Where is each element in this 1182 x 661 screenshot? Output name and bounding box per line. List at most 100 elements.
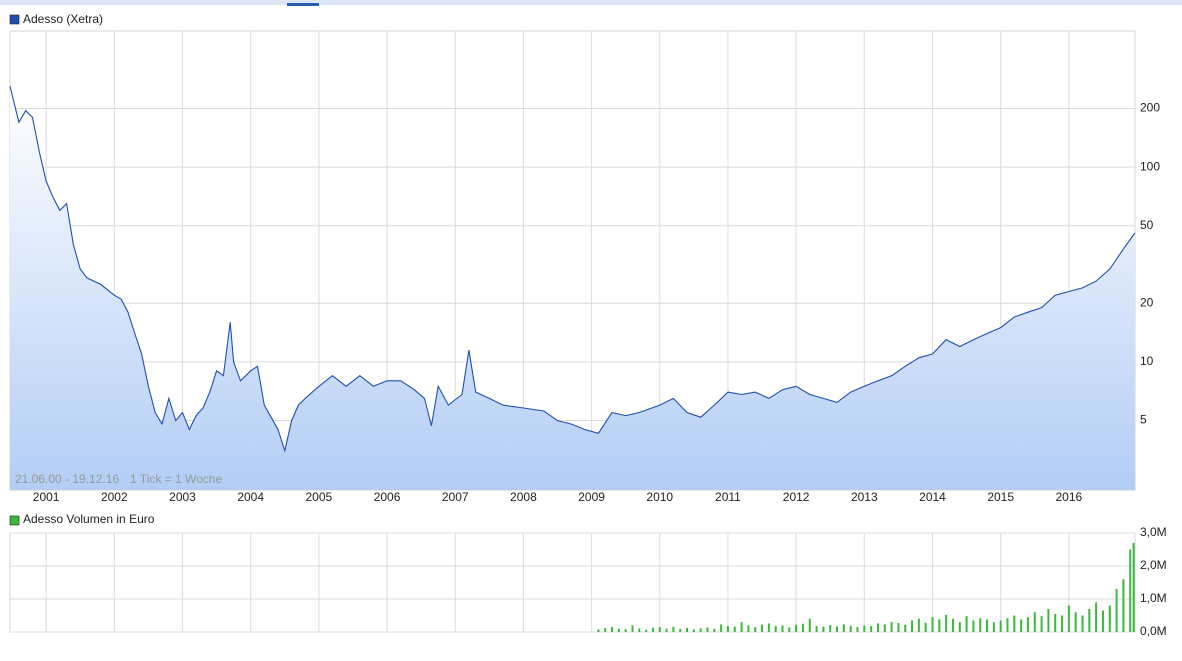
volume-bar <box>856 627 859 632</box>
y-tick-label: 0,0M <box>1140 624 1167 638</box>
volume-bar <box>720 624 723 632</box>
y-tick-label: 20 <box>1140 295 1154 309</box>
volume-bar <box>672 626 675 632</box>
volume-bar <box>870 626 873 632</box>
volume-bar <box>1108 605 1111 632</box>
legend-swatch <box>9 515 20 526</box>
area <box>10 86 1135 491</box>
volume-bar <box>1115 589 1118 632</box>
x-tick-label: 2006 <box>374 490 401 504</box>
x-tick-label: 2012 <box>783 490 810 504</box>
volume-bar <box>1040 616 1043 632</box>
volume-bar <box>965 616 968 632</box>
volume-bar <box>651 627 654 632</box>
volume-bar <box>665 628 668 632</box>
x-tick-label: 2010 <box>646 490 673 504</box>
volume-bar <box>972 620 975 632</box>
volume-bar <box>788 627 791 632</box>
x-tick-label: 2007 <box>442 490 469 504</box>
volume-bar <box>829 625 832 632</box>
volume-bar <box>754 627 757 632</box>
volume-bar <box>1081 615 1084 632</box>
x-tick-label: 2009 <box>578 490 605 504</box>
volume-bar <box>658 627 661 632</box>
x-tick-label: 2014 <box>919 490 946 504</box>
y-tick-label: 10 <box>1140 354 1154 368</box>
volume-bar <box>815 626 818 632</box>
volume-bar <box>1088 608 1091 632</box>
plot-area <box>9 532 1136 633</box>
x-tick-label: 2003 <box>169 490 196 504</box>
volume-bar <box>890 622 893 632</box>
volume-bar <box>1101 610 1104 632</box>
volume-bar <box>822 626 825 632</box>
volume-bar <box>726 626 729 632</box>
x-tick-label: 2008 <box>510 490 537 504</box>
volume-bar <box>931 617 934 632</box>
x-tick-label: 2002 <box>101 490 128 504</box>
legend-swatch <box>9 14 20 25</box>
volume-bar <box>611 627 614 632</box>
volume-bar <box>883 624 886 632</box>
volume-bar <box>801 623 804 632</box>
volume-bar <box>1026 617 1029 632</box>
volume-bar <box>938 619 941 632</box>
volume-bar <box>624 629 627 632</box>
volume-bar <box>733 626 736 632</box>
price-line <box>9 86 1136 453</box>
volume-bar <box>617 628 620 632</box>
y-tick-label: 2,0M <box>1140 558 1167 572</box>
volume-bar <box>699 628 702 632</box>
chart-title: Adesso Volumen in Euro <box>23 512 155 526</box>
volume-bar <box>604 628 607 632</box>
volume-bar <box>951 618 954 632</box>
y-tick-label: 5 <box>1140 413 1147 427</box>
active-tab[interactable] <box>287 3 319 6</box>
volume-bar <box>924 622 927 632</box>
x-tick-label: 2015 <box>987 490 1014 504</box>
x-tick-label: 2016 <box>1056 490 1083 504</box>
volume-bar <box>761 624 764 632</box>
volume-bar <box>638 628 641 632</box>
volume-bar <box>958 622 961 632</box>
volume-bar <box>713 628 716 632</box>
volume-bar <box>999 620 1002 632</box>
x-tick-label: 2013 <box>851 490 878 504</box>
x-tick-label: 2004 <box>237 490 264 504</box>
annotation: 1 Tick = 1 Woche <box>130 472 222 486</box>
volume-bar <box>992 622 995 632</box>
volume-bar <box>1033 612 1036 632</box>
volume-bar <box>679 629 682 632</box>
volume-bar <box>979 618 982 632</box>
volume-bar <box>836 626 839 632</box>
volume-bar <box>876 623 879 632</box>
y-tick-label: 3,0M <box>1140 525 1167 539</box>
volume-bar <box>917 618 920 632</box>
chart-title: Adesso (Xetra) <box>23 12 103 26</box>
volume-bar <box>904 624 907 632</box>
volume-bar <box>747 625 750 632</box>
volume-bar <box>849 625 852 632</box>
volume-bar <box>1074 612 1077 632</box>
volume-bar <box>631 625 634 632</box>
volume-bar <box>986 619 989 632</box>
y-tick-label: 200 <box>1140 101 1160 115</box>
volume-bar <box>692 629 695 632</box>
volume-bar <box>597 629 600 632</box>
volume-bar <box>1122 579 1125 632</box>
volume-bar <box>1067 605 1070 632</box>
volume-bar <box>1013 615 1016 632</box>
volume-bar <box>1006 618 1009 632</box>
y-tick-label: 100 <box>1140 159 1160 173</box>
volume-bar <box>795 624 798 632</box>
top-strip <box>0 0 1182 5</box>
volume-bar <box>706 627 709 632</box>
volume-bar <box>1020 619 1023 632</box>
volume-bar <box>1054 613 1057 632</box>
y-tick-label: 50 <box>1140 218 1154 232</box>
volume-bar <box>1047 608 1050 632</box>
volume-bar <box>945 614 948 632</box>
volume-bar <box>1132 542 1135 632</box>
